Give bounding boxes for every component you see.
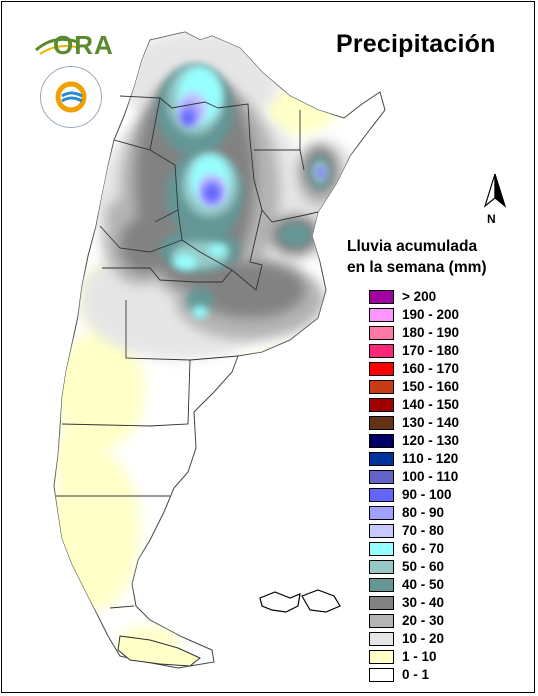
legend-item: 1 - 10 bbox=[369, 648, 519, 666]
legend-item: 30 - 40 bbox=[369, 594, 519, 612]
legend-item: 150 - 160 bbox=[369, 378, 519, 396]
legend-item: 20 - 30 bbox=[369, 612, 519, 630]
legend-swatch bbox=[369, 614, 394, 628]
legend-item: 110 - 120 bbox=[369, 450, 519, 468]
legend-label: 160 - 170 bbox=[402, 361, 460, 376]
legend-swatch bbox=[369, 506, 394, 520]
legend-label: 30 - 40 bbox=[402, 595, 445, 610]
legend-item: 70 - 80 bbox=[369, 522, 519, 540]
legend-item: 140 - 150 bbox=[369, 396, 519, 414]
legend-swatch bbox=[369, 398, 394, 412]
legend-label: 150 - 160 bbox=[402, 379, 460, 394]
legend-label: 90 - 100 bbox=[402, 487, 452, 502]
legend-item: 0 - 1 bbox=[369, 666, 519, 684]
legend-swatch bbox=[369, 434, 394, 448]
legend-item: 160 - 170 bbox=[369, 360, 519, 378]
legend-item: 180 - 190 bbox=[369, 324, 519, 342]
legend-item: 80 - 90 bbox=[369, 504, 519, 522]
tierra-del-fuego bbox=[117, 635, 201, 667]
legend-label: 80 - 90 bbox=[402, 505, 445, 520]
legend-item: 60 - 70 bbox=[369, 540, 519, 558]
legend-item: > 200 bbox=[369, 288, 519, 306]
legend-label: 120 - 130 bbox=[402, 433, 460, 448]
legend-item: 90 - 100 bbox=[369, 486, 519, 504]
legend-label: 170 - 180 bbox=[402, 343, 460, 358]
legend-label: 140 - 150 bbox=[402, 397, 460, 412]
malvinas-islands bbox=[259, 589, 341, 613]
legend-label: 190 - 200 bbox=[402, 307, 460, 322]
legend-label: 10 - 20 bbox=[402, 631, 445, 646]
legend-swatch bbox=[369, 452, 394, 466]
legend-swatch bbox=[369, 542, 394, 556]
legend-item: 190 - 200 bbox=[369, 306, 519, 324]
legend-swatch bbox=[369, 290, 394, 304]
smn-logo bbox=[40, 66, 102, 128]
legend-item: 130 - 140 bbox=[369, 414, 519, 432]
legend-swatch bbox=[369, 308, 394, 322]
legend-swatch bbox=[369, 326, 394, 340]
north-label: N bbox=[487, 212, 496, 226]
ora-logo bbox=[34, 30, 104, 60]
province-boundaries bbox=[56, 95, 319, 609]
legend-label: 60 - 70 bbox=[402, 541, 445, 556]
legend-item: 50 - 60 bbox=[369, 558, 519, 576]
legend: > 200 190 - 200 180 - 190 170 - 180 160 - 17… bbox=[369, 288, 519, 684]
legend-swatch bbox=[369, 578, 394, 592]
legend-swatch bbox=[369, 380, 394, 394]
map-title: Precipitación bbox=[336, 30, 496, 58]
legend-title-line1: Lluvia acumulada bbox=[347, 238, 478, 255]
legend-item: 10 - 20 bbox=[369, 630, 519, 648]
legend-swatch bbox=[369, 344, 394, 358]
legend-swatch bbox=[369, 596, 394, 610]
legend-swatch bbox=[369, 416, 394, 430]
legend-swatch bbox=[369, 524, 394, 538]
legend-label: 0 - 1 bbox=[402, 667, 430, 682]
legend-label: 40 - 50 bbox=[402, 577, 445, 592]
ora-logo-text: ORA bbox=[53, 30, 114, 60]
legend-swatch bbox=[369, 488, 394, 502]
legend-item: 170 - 180 bbox=[369, 342, 519, 360]
legend-label: 180 - 190 bbox=[402, 325, 460, 340]
legend-label: 130 - 140 bbox=[402, 415, 460, 430]
legend-swatch bbox=[369, 362, 394, 376]
legend-label: 1 - 10 bbox=[402, 649, 437, 664]
legend-label: > 200 bbox=[402, 289, 437, 304]
legend-swatch bbox=[369, 560, 394, 574]
legend-swatch bbox=[369, 650, 394, 664]
legend-swatch bbox=[369, 668, 394, 682]
legend-item: 120 - 130 bbox=[369, 432, 519, 450]
legend-item: 100 - 110 bbox=[369, 468, 519, 486]
legend-label: 100 - 110 bbox=[402, 469, 459, 484]
legend-label: 70 - 80 bbox=[402, 523, 445, 538]
legend-swatch bbox=[369, 632, 394, 646]
legend-label: 20 - 30 bbox=[402, 613, 445, 628]
legend-title-line2: en la semana (mm) bbox=[347, 259, 487, 276]
legend-label: 50 - 60 bbox=[402, 559, 445, 574]
legend-label: 110 - 120 bbox=[402, 451, 459, 466]
north-arrow-icon bbox=[480, 172, 510, 222]
legend-swatch bbox=[369, 470, 394, 484]
legend-item: 40 - 50 bbox=[369, 576, 519, 594]
